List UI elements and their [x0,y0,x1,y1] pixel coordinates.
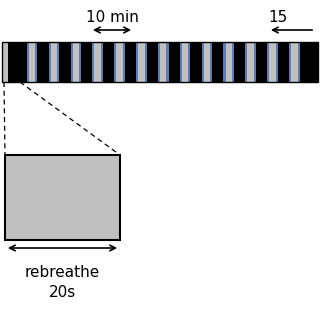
Bar [298,42,300,82]
Bar [94,42,101,82]
Bar [116,42,123,82]
Bar [204,42,210,82]
Bar [269,42,276,82]
Bar [180,42,182,82]
Bar [138,42,145,82]
Bar [158,42,160,82]
Bar [202,42,204,82]
Bar [2,42,318,82]
Bar [51,42,57,82]
Bar [29,42,36,82]
Bar [114,42,116,82]
Bar [245,42,247,82]
Bar [5,155,120,240]
Bar [2,42,9,82]
Bar [166,42,169,82]
Bar [289,42,291,82]
Bar [79,42,81,82]
Bar [254,42,256,82]
Bar [57,42,59,82]
Bar [2,42,318,82]
Bar [36,42,37,82]
Text: 20s: 20s [48,285,76,300]
Bar [27,42,29,82]
Bar [92,42,94,82]
Bar [232,42,234,82]
Bar [70,42,73,82]
Bar [145,42,147,82]
Bar [136,42,138,82]
Bar [49,42,51,82]
Bar [182,42,188,82]
Bar [101,42,103,82]
Bar [223,42,226,82]
Bar [276,42,278,82]
Bar [226,42,232,82]
Text: rebreathe: rebreathe [24,265,100,280]
Text: 15: 15 [268,10,288,25]
Bar [73,42,79,82]
Bar [188,42,190,82]
Text: 10 min: 10 min [85,10,139,25]
Bar [210,42,212,82]
Bar [267,42,269,82]
Bar [291,42,298,82]
Bar [247,42,254,82]
Bar [160,42,166,82]
Bar [123,42,125,82]
